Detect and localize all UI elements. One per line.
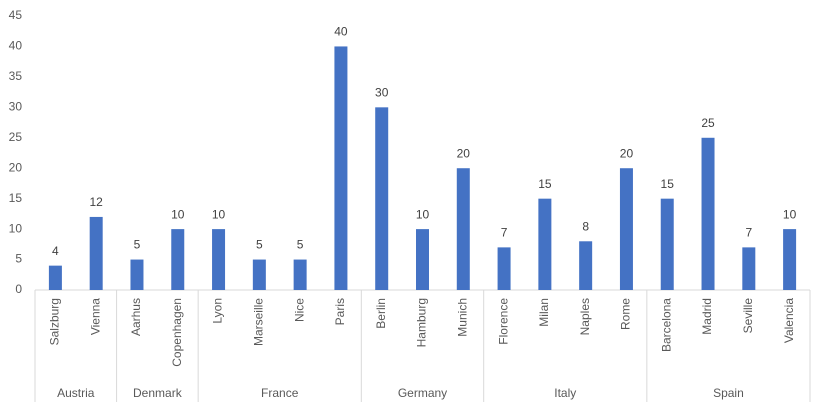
x-tick-label: Valencia	[782, 298, 796, 343]
group-label: Germany	[398, 386, 447, 400]
bar	[701, 137, 715, 290]
x-tick-label: Florence	[496, 298, 510, 345]
bar	[89, 216, 103, 290]
bar	[375, 107, 389, 290]
y-tick-label: 20	[9, 160, 23, 174]
data-label: 10	[416, 207, 430, 221]
x-tick-label: Hamburg	[415, 298, 429, 347]
y-tick-label: 25	[9, 130, 23, 144]
bar	[212, 229, 226, 290]
bar	[252, 259, 266, 290]
data-label: 7	[745, 226, 752, 240]
y-tick-label: 15	[9, 191, 23, 205]
y-tick-label: 40	[9, 39, 23, 53]
data-label: 15	[538, 177, 552, 191]
data-label: 20	[457, 146, 471, 160]
y-tick-label: 35	[9, 69, 23, 83]
x-tick-label: Marseille	[252, 298, 266, 346]
x-tick-label: Seville	[741, 298, 755, 334]
x-tick-label: Madrid	[700, 298, 714, 335]
group-label: Denmark	[133, 386, 183, 400]
y-tick-label: 10	[9, 221, 23, 235]
data-label: 7	[501, 226, 508, 240]
x-tick-label: Aarhus	[129, 298, 143, 336]
bar	[293, 259, 307, 290]
x-tick-label: Nice	[292, 298, 306, 322]
bar	[579, 241, 593, 290]
bar	[334, 46, 348, 290]
data-label: 15	[661, 177, 675, 191]
y-tick-label: 0	[15, 282, 22, 296]
data-label: 10	[212, 207, 226, 221]
group-label: France	[261, 386, 299, 400]
data-label: 5	[297, 238, 304, 252]
y-tick-label: 45	[9, 8, 23, 22]
data-label: 10	[171, 207, 185, 221]
data-label: 30	[375, 86, 389, 100]
x-tick-label: Paris	[333, 298, 347, 325]
x-tick-label: Naples	[578, 298, 592, 335]
bar	[783, 229, 797, 290]
data-label: 5	[134, 238, 141, 252]
group-label: Spain	[713, 386, 744, 400]
x-tick-label: Milan	[537, 298, 551, 327]
bar	[538, 198, 552, 290]
group-label: Austria	[57, 386, 95, 400]
bar	[416, 229, 429, 290]
bar	[660, 198, 674, 290]
y-tick-label: 30	[9, 100, 23, 114]
x-tick-label: Munich	[455, 298, 469, 337]
bar	[497, 247, 511, 290]
bar	[456, 168, 470, 290]
data-label: 10	[783, 207, 797, 221]
data-label: 8	[582, 219, 589, 233]
data-label: 40	[334, 25, 348, 39]
x-tick-label: Rome	[619, 298, 633, 330]
x-tick-label: Copenhagen	[170, 298, 184, 367]
x-tick-label: Lyon	[211, 298, 225, 324]
bar	[619, 168, 633, 290]
bar	[48, 265, 62, 290]
data-label: 5	[256, 238, 263, 252]
data-label: 25	[701, 116, 715, 130]
y-tick-label: 5	[15, 252, 22, 266]
x-tick-label: Berlin	[374, 298, 388, 329]
x-tick-label: Vienna	[88, 298, 102, 335]
bar	[171, 229, 185, 290]
data-label: 12	[90, 195, 104, 209]
data-label: 4	[52, 244, 59, 258]
bar	[742, 247, 756, 290]
group-label: Italy	[554, 386, 576, 400]
x-tick-label: Barcelona	[659, 298, 673, 352]
bar	[130, 259, 144, 290]
data-label: 20	[620, 146, 634, 160]
x-tick-label: Salzburg	[48, 298, 62, 345]
